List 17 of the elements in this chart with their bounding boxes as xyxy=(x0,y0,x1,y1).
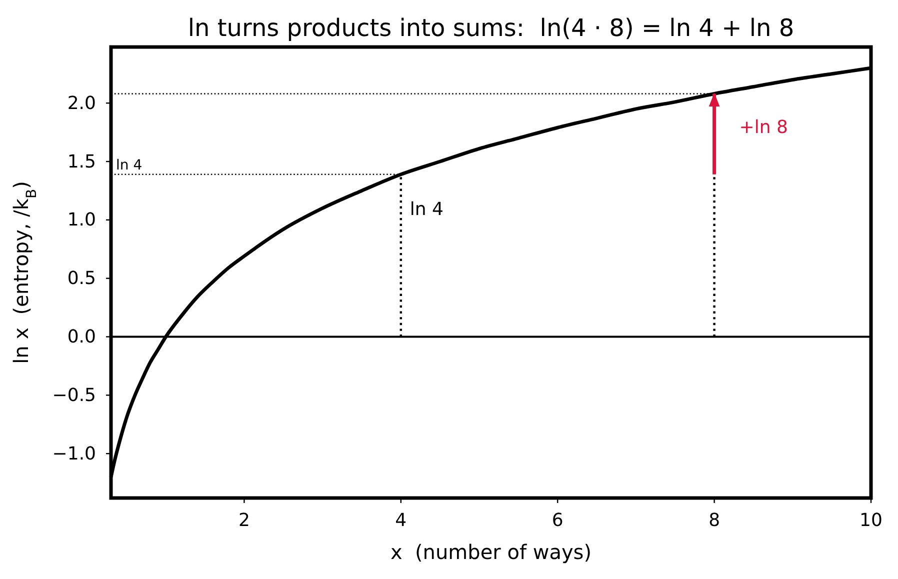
y-tick-label: −0.5 xyxy=(52,384,96,406)
x-tick-label: 8 xyxy=(708,510,720,531)
y-tick-label: 0.5 xyxy=(67,268,96,290)
annotation: ln 4 xyxy=(410,198,444,220)
y-tick-label: 0.0 xyxy=(67,326,96,348)
chart-title: ln turns products into sums: ln(4 · 8) = ln 4 + ln 8 xyxy=(188,14,794,42)
x-tick-label: 2 xyxy=(238,510,250,531)
annotation: ln 4 xyxy=(116,157,142,174)
x-tick-label: 10 xyxy=(860,510,882,531)
x-axis-title: x (number of ways) xyxy=(390,540,592,564)
series-label: +ln 8 xyxy=(739,116,788,138)
y-tick-label: 2.0 xyxy=(67,92,96,114)
y-tick-label: 1.0 xyxy=(67,210,96,231)
x-tick-label: 4 xyxy=(395,510,407,531)
y-tick-label: −1.0 xyxy=(52,443,96,464)
y-tick-label: 1.5 xyxy=(67,151,96,172)
x-tick-label: 6 xyxy=(552,510,564,531)
